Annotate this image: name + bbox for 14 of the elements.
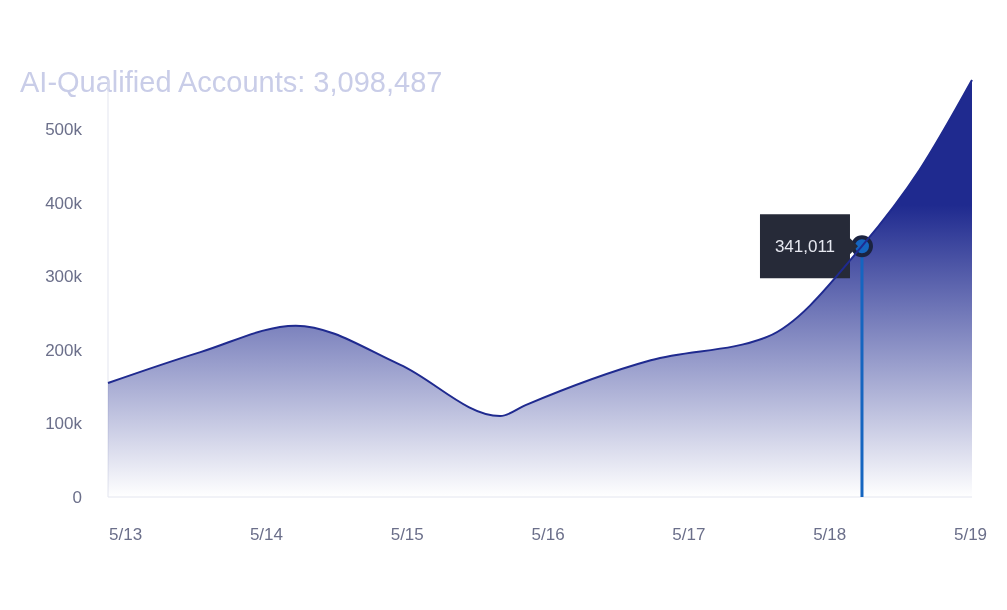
y-tick-label: 200k	[45, 340, 83, 360]
x-tick-label: 5/18	[813, 525, 847, 544]
x-tick-label: 5/14	[249, 525, 283, 544]
y-tick-label: 400k	[45, 193, 83, 213]
y-tick-label: 500k	[45, 120, 83, 140]
x-tick-label: 5/19	[953, 525, 988, 544]
y-tick-label: 0	[72, 487, 82, 507]
y-tick-label: 300k	[45, 267, 83, 287]
x-tick-label: 5/16	[531, 525, 565, 544]
y-tick-label: 100k	[45, 414, 83, 434]
x-tick-label: 5/13	[109, 525, 143, 544]
x-tick-label: 5/17	[672, 525, 706, 544]
annotation: 341,011	[774, 237, 836, 257]
x-tick-label: 5/15	[390, 525, 424, 544]
